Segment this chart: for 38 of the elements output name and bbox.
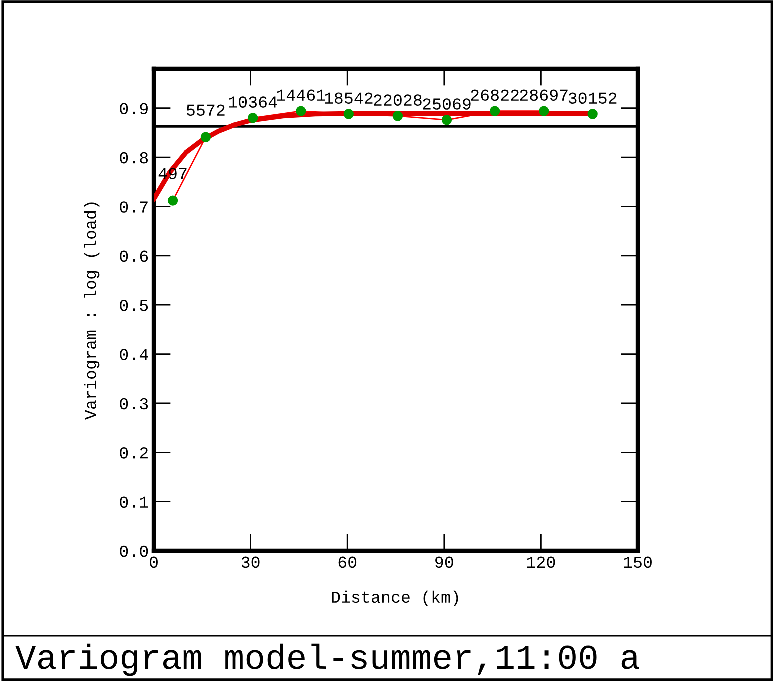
point xyxy=(200,132,212,142)
point xyxy=(248,113,258,124)
y-tick-label: 0.9 xyxy=(120,103,148,115)
x-tick-label: 0 xyxy=(150,556,158,568)
annotation: 14461 xyxy=(277,90,326,102)
x-tick-label: 90 xyxy=(436,556,454,568)
annotation: 26822 xyxy=(471,90,519,102)
annotation: 25069 xyxy=(423,98,471,110)
x-tick-label: 30 xyxy=(242,556,260,568)
x-axis-title: Distance (km) xyxy=(332,590,458,606)
y-tick-label: 0.0 xyxy=(120,546,148,558)
point xyxy=(539,106,550,116)
annotation: 28697 xyxy=(520,90,568,102)
y-tick-label: 0.2 xyxy=(120,448,148,459)
point xyxy=(442,115,452,126)
text: Variogram model-summer,11:00 a xyxy=(16,644,640,676)
x-tick-label: 120 xyxy=(527,556,556,568)
annotation: 5572 xyxy=(186,104,225,116)
y-axis-title: Variogram : log (load) xyxy=(84,202,100,420)
y-tick-label: 0.3 xyxy=(120,398,148,410)
annotation: 10364 xyxy=(229,96,278,108)
y-tick-label: 0.5 xyxy=(120,300,148,312)
point xyxy=(490,106,500,116)
x-tick-label: 150 xyxy=(624,556,652,568)
y-tick-label: 0.4 xyxy=(120,349,148,360)
annotation: 30152 xyxy=(568,92,617,104)
y-tick-label: 0.7 xyxy=(120,202,148,213)
y-tick-label: 0.1 xyxy=(120,496,148,508)
point xyxy=(344,109,354,120)
point xyxy=(588,109,598,120)
point xyxy=(392,111,404,122)
annotation: 22028 xyxy=(374,94,422,106)
y-tick-label: 0.6 xyxy=(120,250,148,262)
x-tick-label: 60 xyxy=(338,556,357,568)
point xyxy=(296,106,306,116)
point xyxy=(168,196,178,206)
annotation: 18542 xyxy=(325,92,373,104)
y-tick-label: 0.8 xyxy=(120,152,148,164)
